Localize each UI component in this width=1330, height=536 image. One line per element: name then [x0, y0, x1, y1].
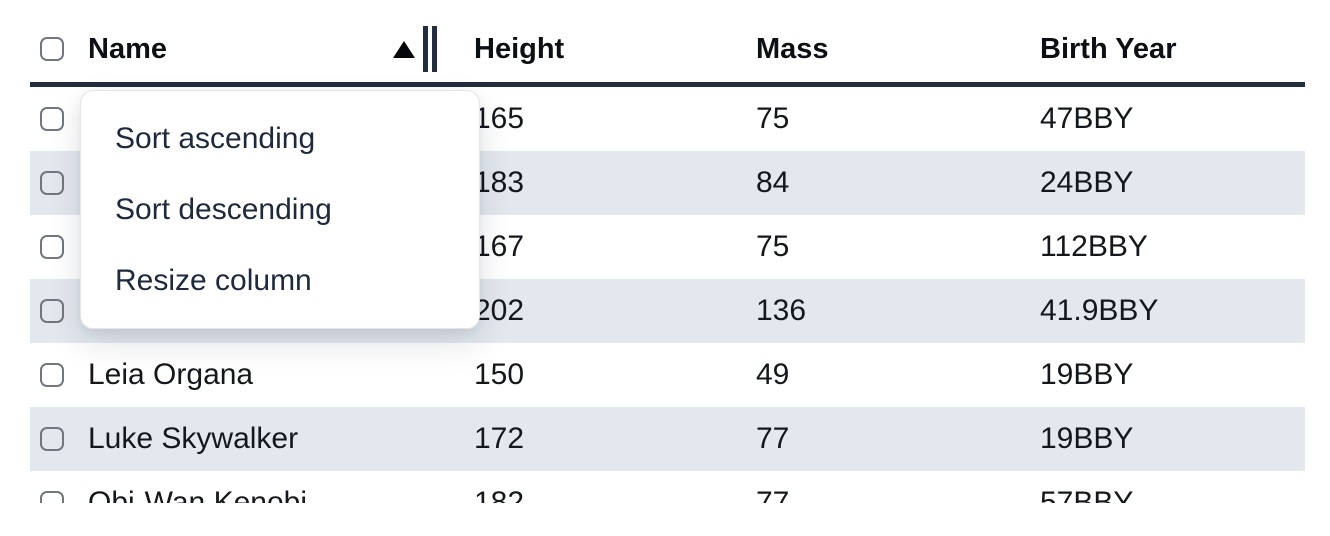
column-header-birth-year-label: Birth Year [1040, 32, 1177, 65]
column-header-birth-year[interactable]: Birth Year [1032, 16, 1305, 82]
table-row: Obi-Wan Kenobi 182 77 57BBY [30, 471, 1305, 503]
cell-mass: 75 [756, 230, 790, 263]
resize-bar-icon [423, 26, 428, 72]
row-checkbox-cell [30, 471, 80, 503]
cell-birth-year: 57BBY [1040, 486, 1134, 503]
cell-height: 182 [474, 486, 525, 503]
column-header-height[interactable]: Height [466, 16, 748, 82]
column-resize-handle[interactable] [423, 26, 437, 72]
row-checkbox[interactable] [40, 171, 64, 195]
column-header-mass[interactable]: Mass [748, 16, 1032, 82]
cell-mass: 77 [756, 486, 790, 503]
menu-item-resize-column[interactable]: Resize column [115, 264, 312, 297]
column-header-name[interactable]: Name [80, 16, 466, 82]
menu-item-sort-descending[interactable]: Sort descending [115, 193, 332, 226]
cell-birth-year: 19BBY [1040, 422, 1134, 455]
row-checkbox-cell [30, 407, 80, 471]
row-checkbox-cell [30, 343, 80, 407]
cell-birth-year: 41.9BBY [1040, 294, 1159, 327]
cell-height: 172 [474, 422, 525, 455]
cell-birth-year: 112BBY [1040, 230, 1148, 263]
row-checkbox[interactable] [40, 363, 64, 387]
cell-height: 165 [474, 102, 525, 135]
row-checkbox[interactable] [40, 107, 64, 131]
cell-height: 150 [474, 358, 525, 391]
row-checkbox-cell [30, 87, 80, 151]
table-row: Leia Organa 150 49 19BBY [30, 343, 1305, 407]
menu-item-sort-ascending[interactable]: Sort ascending [115, 122, 316, 155]
column-header-height-label: Height [474, 32, 565, 65]
cell-mass: 75 [756, 102, 790, 135]
row-checkbox[interactable] [40, 235, 64, 259]
table-header-row: Name Height Mass Birth Year [30, 0, 1305, 87]
cell-mass: 136 [756, 294, 807, 327]
row-checkbox-cell [30, 215, 80, 279]
select-all-checkbox[interactable] [40, 37, 64, 61]
resize-bar-icon [432, 26, 437, 72]
cell-name: Obi-Wan Kenobi [88, 486, 307, 503]
header-checkbox-cell [30, 16, 80, 82]
cell-height: 202 [474, 294, 525, 327]
cell-mass: 77 [756, 422, 790, 455]
sort-ascending-icon [393, 40, 415, 58]
cell-birth-year: 47BBY [1040, 102, 1134, 135]
cell-height: 167 [474, 230, 525, 263]
cell-height: 183 [474, 166, 525, 199]
cell-birth-year: 24BBY [1040, 166, 1134, 199]
row-checkbox[interactable] [40, 427, 64, 451]
row-checkbox-cell [30, 151, 80, 215]
cell-name: Leia Organa [88, 358, 254, 391]
cell-mass: 84 [756, 166, 790, 199]
cell-mass: 49 [756, 358, 790, 391]
row-checkbox[interactable] [40, 491, 64, 503]
column-context-menu: Sort ascending Sort descending Resize co… [80, 90, 480, 329]
cell-birth-year: 19BBY [1040, 358, 1134, 391]
table-row: Luke Skywalker 172 77 19BBY [30, 407, 1305, 471]
row-checkbox[interactable] [40, 299, 64, 323]
column-header-name-label: Name [88, 32, 167, 65]
column-header-mass-label: Mass [756, 32, 829, 65]
row-checkbox-cell [30, 279, 80, 343]
cell-name: Luke Skywalker [88, 422, 299, 455]
